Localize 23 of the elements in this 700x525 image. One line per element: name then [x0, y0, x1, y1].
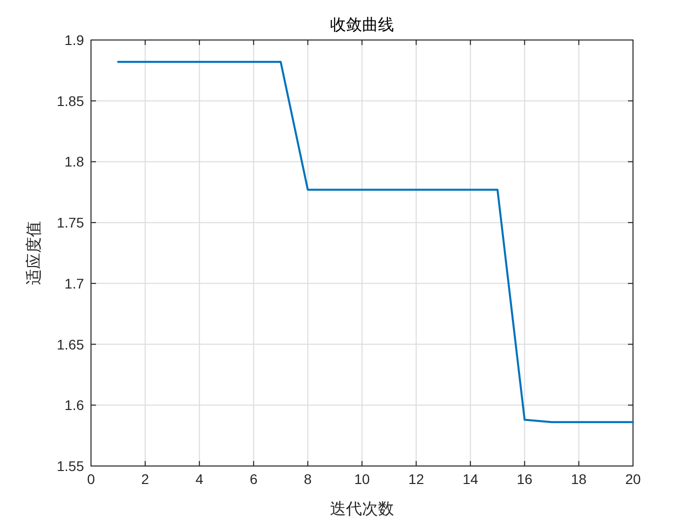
y-tick-label: 1.9 — [64, 32, 84, 48]
x-tick-label: 12 — [408, 471, 424, 487]
x-tick-label: 18 — [571, 471, 587, 487]
x-tick-label: 4 — [196, 471, 204, 487]
y-tick-label: 1.7 — [64, 275, 84, 292]
x-tick-label: 2 — [141, 471, 150, 487]
y-tick-label: 1.8 — [64, 154, 84, 170]
x-tick-label: 20 — [625, 471, 641, 487]
y-tick-label: 1.75 — [56, 214, 84, 231]
y-tick-label: 1.65 — [56, 336, 84, 352]
x-tick-label: 0 — [87, 471, 96, 487]
chart-title: 收敛曲线 — [330, 16, 394, 34]
y-axis-title: 适应度值 — [25, 221, 43, 285]
y-tick-label: 1.55 — [56, 458, 84, 474]
y-tick-label: 1.6 — [64, 397, 84, 414]
y-tick-label: 1.85 — [56, 92, 84, 109]
x-tick-label: 16 — [516, 471, 533, 487]
x-axis-title: 迭代次数 — [330, 500, 394, 518]
x-tick-label: 6 — [250, 471, 258, 487]
line-series — [117, 60, 634, 424]
x-tick-label: 14 — [462, 471, 478, 487]
x-tick-label: 8 — [304, 471, 312, 487]
x-tick-label: 10 — [354, 471, 370, 487]
